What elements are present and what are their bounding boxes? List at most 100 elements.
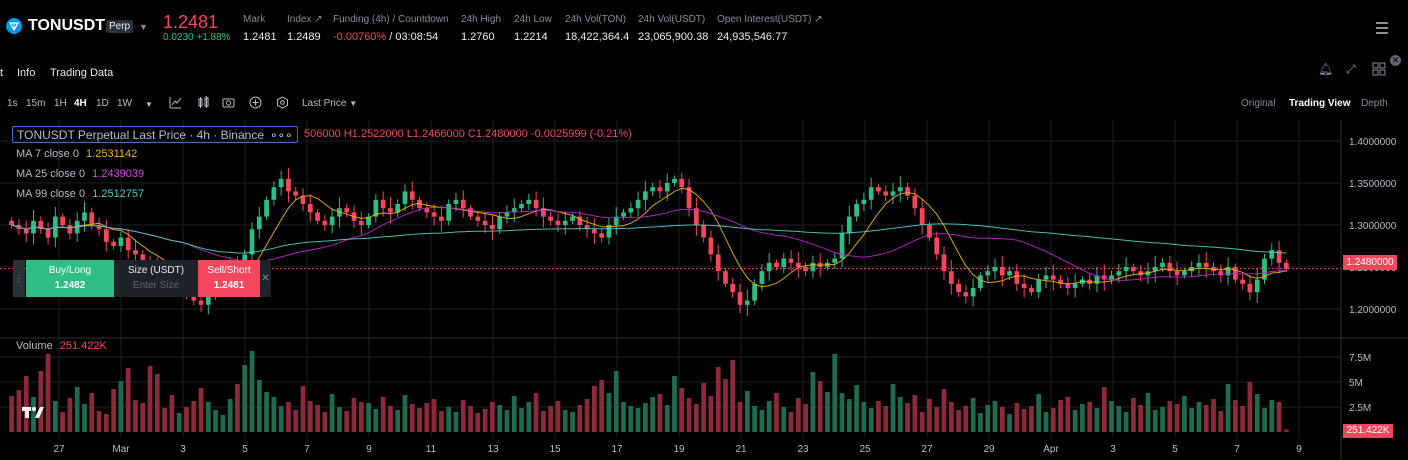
symbol-dropdown-icon[interactable]: ▼ bbox=[139, 22, 148, 32]
candle-body bbox=[482, 220, 488, 225]
candle-body bbox=[1269, 250, 1275, 259]
stat-oi-label[interactable]: Open Interest(USDT) ↗ bbox=[717, 14, 823, 25]
tab-trading-data[interactable]: Trading Data bbox=[50, 67, 114, 79]
candle-body bbox=[1050, 275, 1056, 280]
grid-layout-icon[interactable] bbox=[1372, 62, 1386, 76]
close-panel-icon[interactable]: ✕ bbox=[1390, 55, 1401, 66]
candle-body bbox=[337, 208, 342, 217]
size-placeholder: Enter Size bbox=[132, 280, 180, 291]
volume-bar bbox=[1014, 403, 1020, 432]
candle-body bbox=[839, 233, 845, 259]
interval-15m[interactable]: 15m bbox=[26, 98, 46, 109]
price-tick-label: 1.2000000 bbox=[1349, 305, 1397, 316]
symbol-name[interactable]: TONUSDT bbox=[28, 17, 106, 34]
candle-body bbox=[1014, 271, 1020, 284]
expand-icon[interactable]: ⤢ bbox=[1346, 62, 1356, 76]
candle-body bbox=[642, 191, 648, 200]
tab-info[interactable]: Info bbox=[17, 67, 36, 79]
stat-high-value: 1.2760 bbox=[461, 31, 495, 43]
close-order-panel-icon[interactable]: ✕ bbox=[260, 260, 271, 297]
candle-body bbox=[781, 258, 787, 267]
volume-bar bbox=[664, 405, 670, 432]
bell-icon[interactable]: 🔔︎ bbox=[1318, 62, 1334, 76]
candle-body bbox=[1116, 271, 1122, 276]
volume-bar bbox=[96, 411, 102, 432]
candle-body bbox=[592, 229, 597, 234]
volume-bar bbox=[490, 402, 495, 432]
add-indicator-icon[interactable] bbox=[249, 96, 262, 112]
interval-1w[interactable]: 1W bbox=[117, 98, 132, 109]
volume-bar bbox=[1182, 396, 1187, 432]
view-depth[interactable]: Depth bbox=[1361, 98, 1388, 109]
legend-more-icon[interactable]: ∘∘∘ bbox=[270, 128, 293, 142]
interval-1h[interactable]: 1H bbox=[54, 98, 67, 109]
volume-bar bbox=[577, 405, 583, 432]
interval-dropdown-icon[interactable]: ▼ bbox=[145, 100, 153, 109]
candle-body bbox=[1182, 271, 1187, 276]
interval-1s[interactable]: 1s bbox=[7, 98, 18, 109]
drag-handle-icon[interactable]: ⋮ bbox=[13, 260, 25, 297]
candle-body bbox=[584, 225, 590, 230]
candle-body bbox=[1021, 283, 1027, 288]
candle-body bbox=[358, 220, 364, 225]
price-chart[interactable]: 1.40000001.35000001.30000001.25000001.20… bbox=[0, 120, 1408, 460]
volume-bar bbox=[1174, 404, 1180, 432]
ma7-label: MA 7 close 0 bbox=[16, 148, 79, 160]
volume-bar bbox=[1196, 402, 1202, 432]
volume-bar bbox=[810, 372, 816, 432]
date-tick-label: 13 bbox=[487, 444, 499, 455]
buy-long-button[interactable]: Buy/Long 1.2482 bbox=[26, 260, 114, 297]
candle-body bbox=[1101, 275, 1107, 280]
candle-body bbox=[439, 216, 444, 221]
volume-bar bbox=[708, 396, 714, 432]
candle-body bbox=[475, 216, 481, 221]
date-tick-label: 19 bbox=[673, 444, 685, 455]
tab-chart[interactable]: t bbox=[0, 67, 4, 79]
candle-body bbox=[555, 220, 561, 225]
interval-4h[interactable]: 4H bbox=[74, 98, 87, 109]
chart-type-icon[interactable] bbox=[197, 96, 210, 112]
candle-body bbox=[541, 208, 546, 217]
volume-bar bbox=[1029, 406, 1034, 432]
candle-body bbox=[1203, 262, 1209, 267]
price-change-pct: +1.88% bbox=[196, 32, 231, 43]
chart-title-legend[interactable]: TONUSDT Perpetual Last Price · 4h · Bina… bbox=[12, 126, 298, 143]
price-type-label: Last Price bbox=[302, 98, 347, 109]
volume-bar bbox=[642, 403, 648, 432]
volume-bar bbox=[1145, 393, 1151, 432]
candle-body bbox=[570, 216, 575, 221]
volume-bar bbox=[927, 399, 932, 432]
candle-body bbox=[1174, 271, 1180, 276]
size-input[interactable]: Size (USDT) Enter Size bbox=[114, 260, 198, 297]
price-tick-label: 1.4000000 bbox=[1349, 137, 1397, 148]
candle-body bbox=[854, 204, 859, 217]
view-original[interactable]: Original bbox=[1241, 98, 1276, 109]
volume-bar bbox=[1233, 400, 1238, 432]
candle-body bbox=[919, 208, 925, 225]
candle-body bbox=[286, 178, 291, 192]
volume-bar bbox=[1021, 409, 1027, 432]
view-trading-view[interactable]: Trading View bbox=[1289, 98, 1351, 109]
camera-icon[interactable] bbox=[222, 96, 235, 112]
tradingview-logo-icon[interactable] bbox=[22, 405, 44, 421]
sell-short-button[interactable]: Sell/Short 1.2481 bbox=[198, 260, 260, 297]
stat-oi-value: 24,935,546.77 bbox=[717, 31, 788, 43]
volume-bar bbox=[431, 399, 437, 432]
candle-body bbox=[1094, 275, 1100, 284]
volume-value: 251.422K bbox=[59, 340, 107, 352]
settings-icon[interactable] bbox=[276, 96, 289, 112]
volume-bar bbox=[861, 402, 867, 432]
volume-bar bbox=[555, 401, 561, 432]
interval-1d[interactable]: 1D bbox=[96, 98, 109, 109]
price-type-select[interactable]: Last Price ▼ bbox=[302, 98, 357, 109]
stat-index-label[interactable]: Index ↗ bbox=[287, 14, 323, 25]
stat-vol-ton-label: 24h Vol(TON) bbox=[565, 14, 626, 25]
candle-body bbox=[927, 225, 932, 238]
indicator-icon[interactable] bbox=[169, 96, 182, 112]
volume-bar bbox=[162, 408, 167, 432]
volume-bar bbox=[293, 410, 299, 432]
volume-bar bbox=[541, 411, 546, 432]
volume-bar bbox=[307, 401, 313, 432]
candle-body bbox=[868, 187, 874, 200]
more-menu-icon[interactable] bbox=[1376, 22, 1388, 37]
